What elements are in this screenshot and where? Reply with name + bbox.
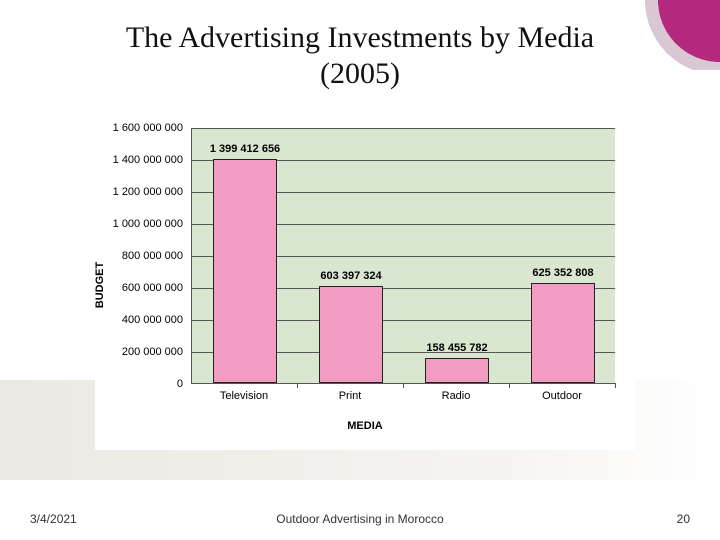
y-tick-label: 1 400 000 000 (113, 154, 183, 166)
x-category-label: Television (191, 390, 297, 402)
bar (213, 159, 277, 383)
x-categories: TelevisionPrintRadioOutdoor (191, 390, 615, 410)
x-minor-tick (297, 383, 298, 388)
y-tick-label: 0 (177, 378, 183, 390)
bar (531, 283, 595, 383)
x-axis-label: MEDIA (95, 420, 635, 432)
bar-group: 625 352 808 (510, 128, 616, 383)
title-line-2: (2005) (320, 57, 400, 90)
bar-value-label: 158 455 782 (383, 342, 531, 354)
title-line-1: The Advertising Investments by Media (126, 21, 594, 54)
bar-group: 1 399 412 656 (192, 128, 298, 383)
bar-chart: BUDGET 0200 000 000400 000 000600 000 00… (95, 120, 635, 450)
slide: The Advertising Investments by Media (20… (0, 0, 720, 540)
footer-center: Outdoor Advertising in Morocco (0, 512, 720, 526)
bar-value-label: 625 352 808 (489, 267, 637, 279)
bar (425, 358, 489, 383)
x-minor-tick (403, 383, 404, 388)
y-ticks: 0200 000 000400 000 000600 000 000800 00… (95, 128, 187, 384)
bar-value-label: 603 397 324 (277, 270, 425, 282)
bar (319, 286, 383, 383)
y-tick-label: 1 600 000 000 (113, 122, 183, 134)
plot-area: 1 399 412 656603 397 324158 455 782625 3… (191, 128, 615, 384)
y-tick-label: 1 200 000 000 (113, 186, 183, 198)
x-minor-tick (509, 383, 510, 388)
bar-group: 158 455 782 (404, 128, 510, 383)
footer-page-number: 20 (677, 512, 690, 526)
y-tick-label: 1 000 000 000 (113, 218, 183, 230)
y-tick-label: 600 000 000 (122, 282, 183, 294)
x-minor-tick (615, 383, 616, 388)
bar-value-label: 1 399 412 656 (171, 143, 319, 155)
x-category-label: Radio (403, 390, 509, 402)
x-category-label: Outdoor (509, 390, 615, 402)
x-category-label: Print (297, 390, 403, 402)
y-tick-label: 400 000 000 (122, 314, 183, 326)
slide-title: The Advertising Investments by Media (20… (0, 20, 720, 92)
y-tick-label: 800 000 000 (122, 250, 183, 262)
y-tick-label: 200 000 000 (122, 346, 183, 358)
